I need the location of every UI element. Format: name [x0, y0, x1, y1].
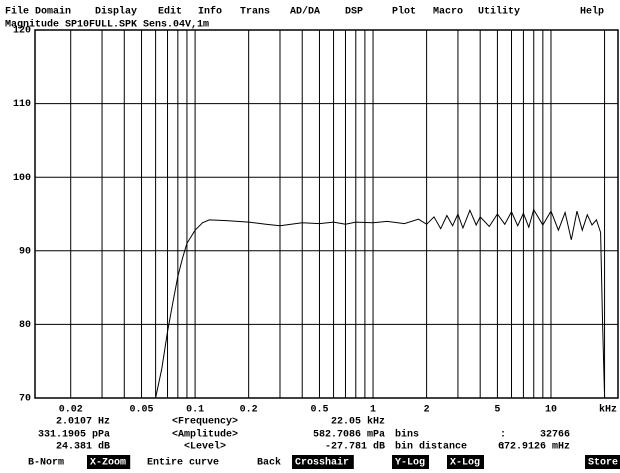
menu-item[interactable]: Help: [580, 6, 604, 18]
readout-right: -27.781 dB: [325, 441, 385, 453]
button[interactable]: Back: [257, 457, 281, 469]
button[interactable]: Crosshair: [295, 457, 349, 469]
button-bg[interactable]: [292, 455, 354, 469]
menu-item[interactable]: AD/DA: [290, 6, 320, 18]
readout-left: 24.381 dB: [56, 441, 110, 453]
menu-item[interactable]: Domain: [35, 6, 71, 18]
menu-item[interactable]: Trans: [240, 7, 270, 18]
x-tick-label: 0.02: [59, 405, 83, 416]
x-tick-label: 1: [370, 405, 376, 416]
y-tick-label: 90: [19, 246, 31, 257]
readout-label: <Frequency>: [172, 417, 238, 428]
x-tick-label: 0.05: [130, 405, 154, 416]
button[interactable]: Store: [588, 458, 618, 469]
button-bg[interactable]: [585, 455, 620, 469]
y-tick-label: 110: [13, 99, 31, 110]
y-tick-label: 100: [13, 173, 31, 184]
button-bg[interactable]: [392, 455, 429, 469]
menu-item[interactable]: Plot: [392, 6, 416, 18]
x-tick-label: 0.2: [240, 405, 258, 416]
x-tick-label: 0.1: [186, 405, 204, 416]
button-bg[interactable]: [447, 455, 484, 469]
button[interactable]: B-Norm: [28, 458, 64, 469]
readout-info: bins: [395, 429, 419, 441]
readout-sep: :: [500, 442, 506, 453]
menu-item[interactable]: Display: [95, 6, 137, 18]
readout-right: 22.05 kHz: [331, 416, 385, 428]
y-tick-label: 120: [13, 26, 31, 37]
menu-item[interactable]: Macro: [433, 7, 463, 18]
button[interactable]: X-Zoom: [90, 458, 126, 469]
readout-label: <Amplitude>: [172, 429, 238, 441]
menu-item[interactable]: Utility: [478, 6, 520, 18]
readout-info-value: 672.9126 mHz: [498, 442, 570, 453]
menu-item[interactable]: File: [5, 6, 29, 18]
menu-item[interactable]: DSP: [345, 7, 363, 18]
readout-sep: :: [500, 430, 506, 441]
readout-info-value: 32766: [540, 430, 570, 441]
plot-title: Magnitude SP10FULL.SPK Sens.04V,1m: [5, 19, 209, 31]
x-tick-label: 10: [545, 405, 557, 416]
button[interactable]: Entire curve: [147, 457, 219, 469]
x-tick-label: 2: [424, 405, 430, 416]
x-tick-label: 0.5: [310, 405, 328, 416]
button[interactable]: X-Log: [450, 458, 480, 469]
readout-info: bin distance: [395, 441, 467, 453]
menu-item[interactable]: Edit: [158, 6, 182, 18]
x-tick-label: 5: [494, 405, 500, 416]
button[interactable]: Y-Log: [395, 458, 425, 469]
x-unit: kHz: [599, 404, 617, 416]
button-bg[interactable]: [87, 455, 131, 469]
response-curve: [155, 208, 606, 399]
y-tick-label: 70: [19, 394, 31, 405]
readout-label: <Level>: [184, 441, 226, 453]
y-tick-label: 80: [19, 320, 31, 331]
readout-left: 331.1905 pPa: [38, 430, 110, 441]
readout-right: 582.7086 mPa: [313, 430, 385, 441]
readout-left: 2.0107 Hz: [56, 417, 110, 428]
menu-item[interactable]: Info: [198, 6, 222, 18]
